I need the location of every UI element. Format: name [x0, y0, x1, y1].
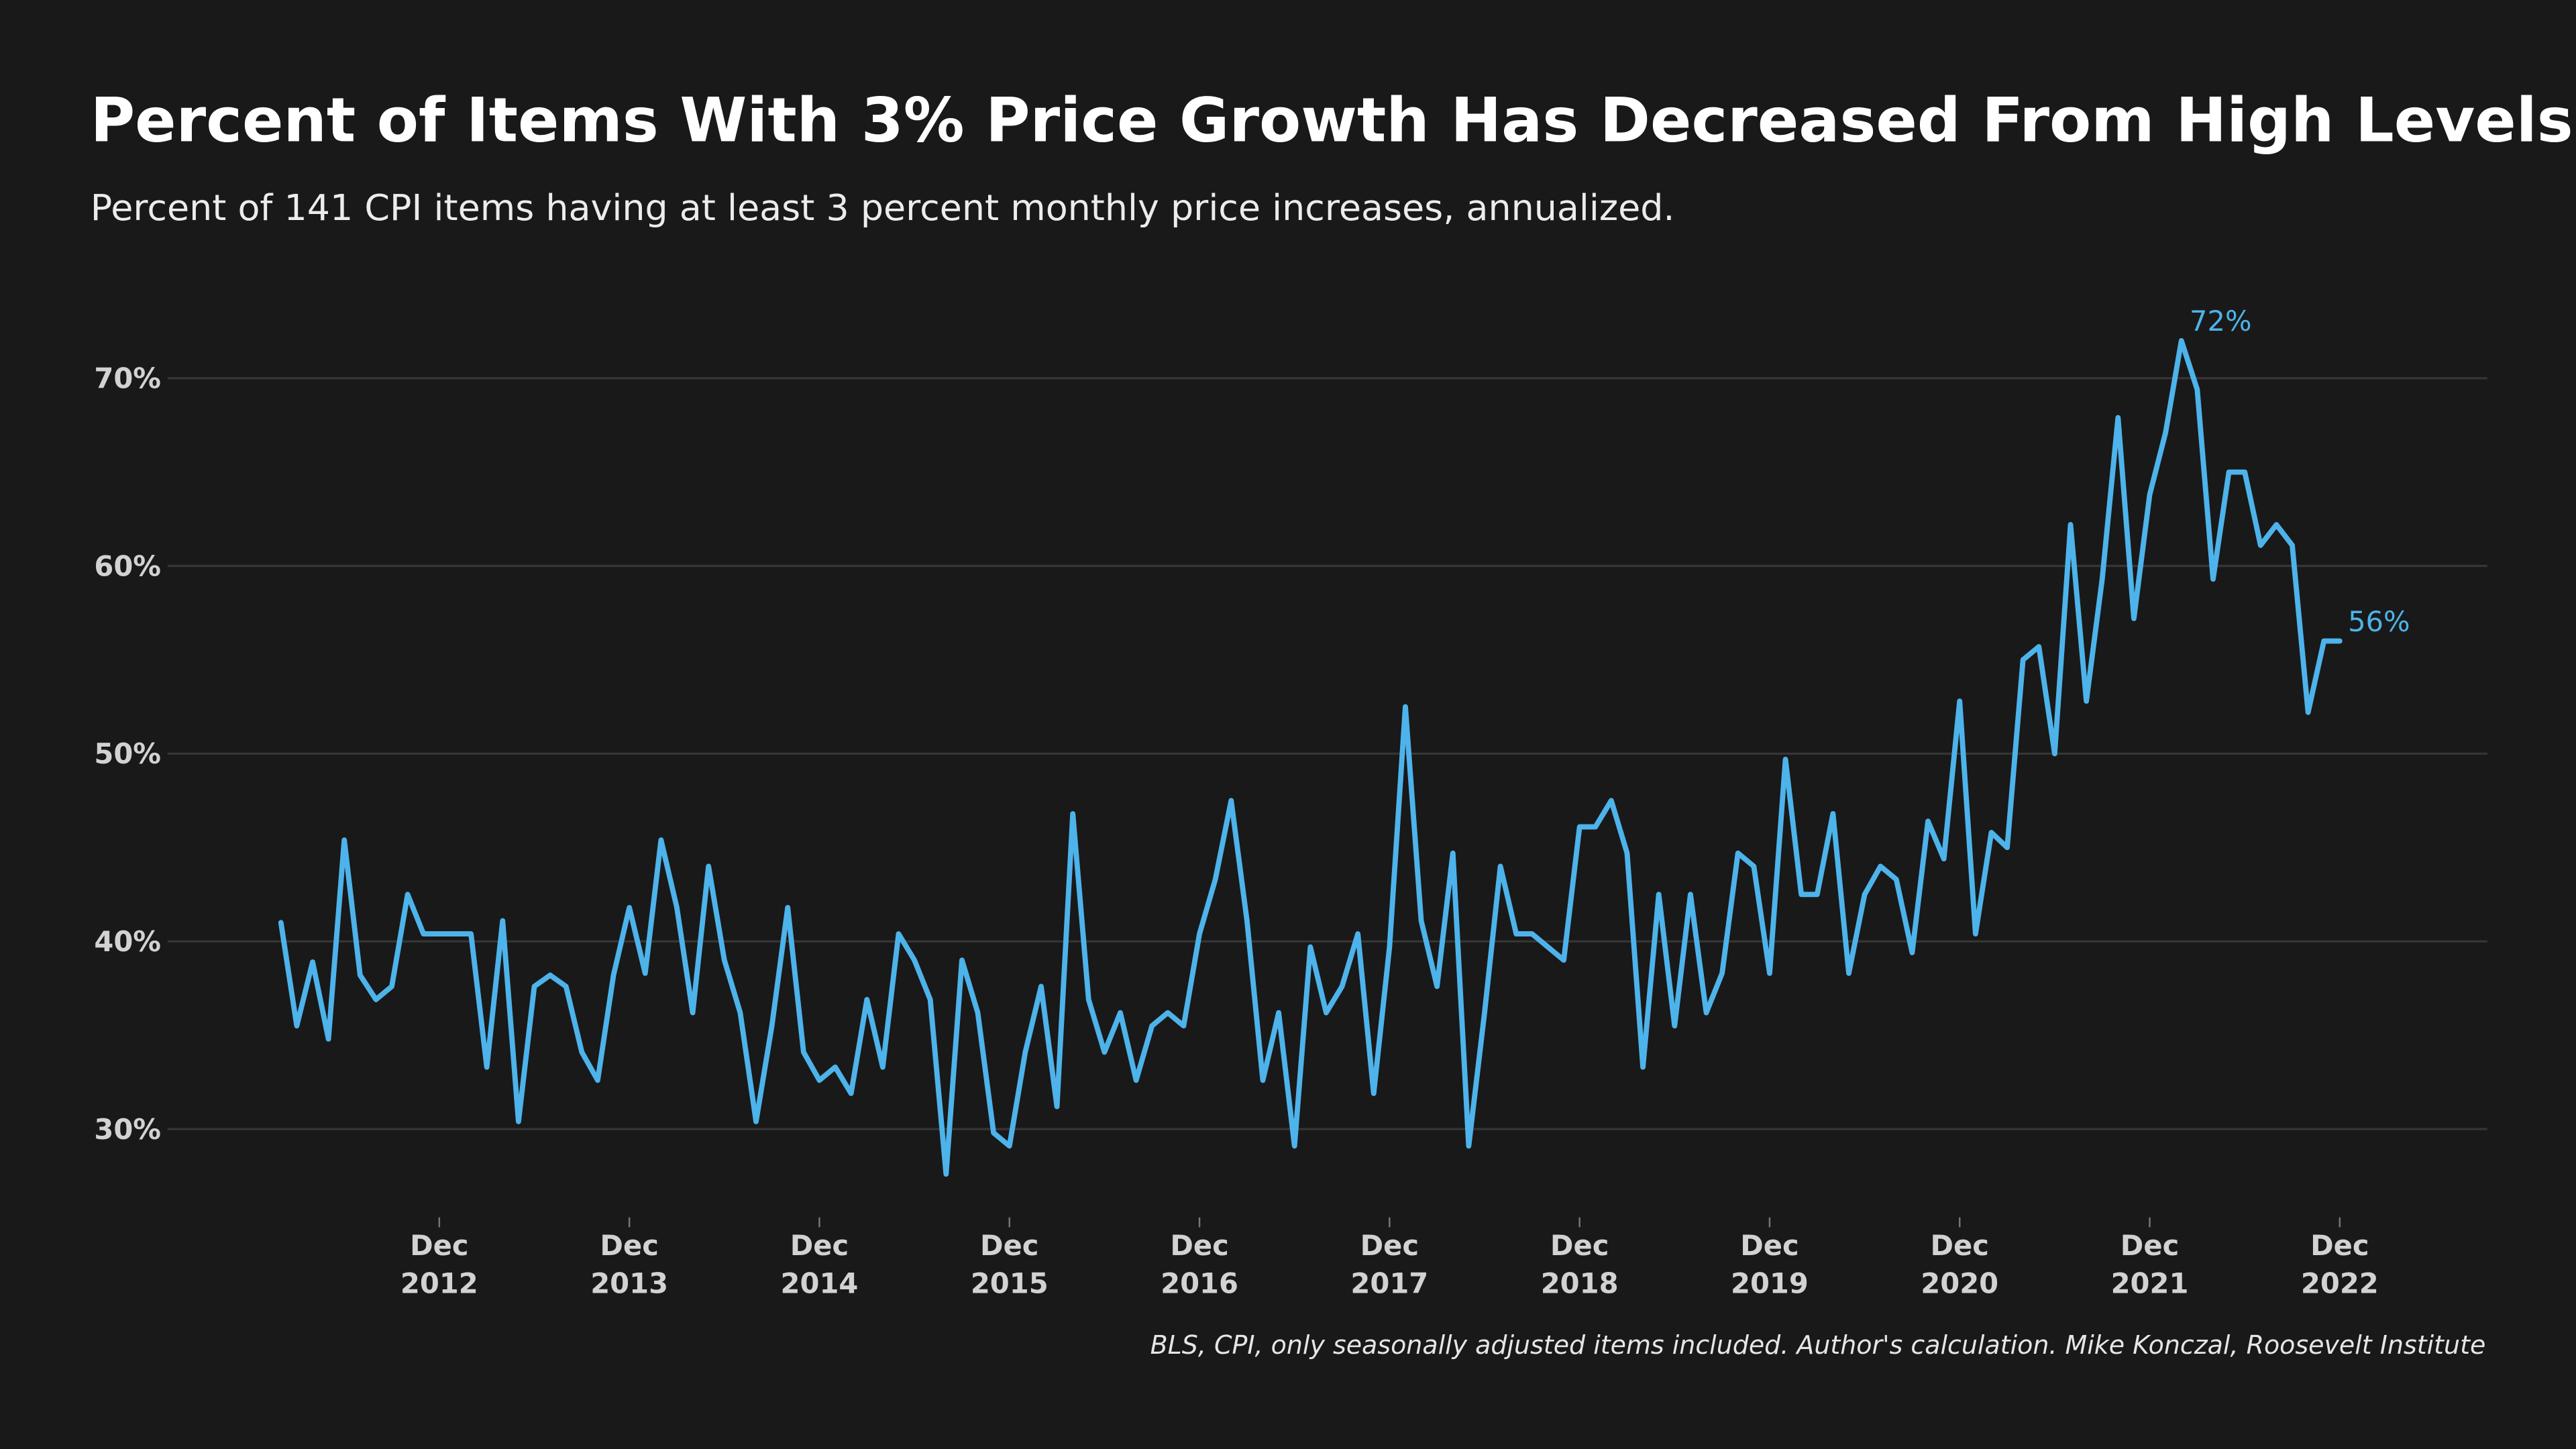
x-tick-label: Dec 2013 [590, 1229, 668, 1299]
x-tick-label: Dec 2022 [2301, 1229, 2379, 1299]
x-tick-label: Dec 2020 [1921, 1229, 1998, 1299]
value-label: 56% [2348, 605, 2410, 638]
y-tick-label: 50% [94, 737, 161, 770]
data-line [278, 337, 2343, 1177]
y-tick-label: 60% [94, 549, 161, 582]
x-tick-label: Dec 2012 [400, 1229, 478, 1299]
y-tick-label: 30% [94, 1113, 161, 1146]
x-tick-label: Dec 2018 [1541, 1229, 1619, 1299]
value-label: 72% [2190, 305, 2252, 337]
x-tick-label: Dec 2021 [2111, 1229, 2189, 1299]
x-tick-label: Dec 2017 [1350, 1229, 1428, 1299]
x-tick-label: Dec 2019 [1731, 1229, 1809, 1299]
x-tick-label: Dec 2014 [781, 1229, 859, 1299]
x-tick-label: Dec 2015 [971, 1229, 1049, 1299]
chart-title: Percent of Items With 3% Price Growth Ha… [91, 86, 2573, 156]
y-tick-label: 40% [94, 925, 161, 958]
x-tick-label: Dec 2016 [1161, 1229, 1238, 1299]
source-note: BLS, CPI, only seasonally adjusted items… [1150, 1330, 2486, 1360]
y-tick-label: 70% [94, 362, 161, 395]
chart-subtitle: Percent of 141 CPI items having at least… [91, 186, 1675, 229]
